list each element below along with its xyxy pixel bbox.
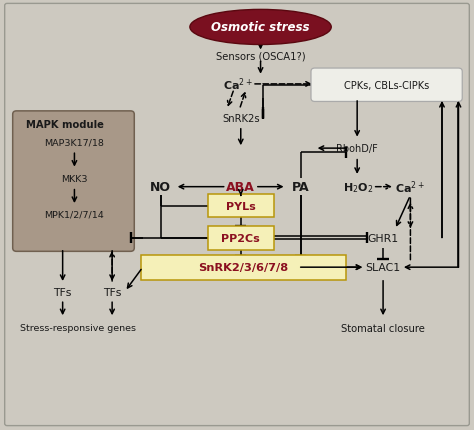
Text: SnRK2/3/6/7/8: SnRK2/3/6/7/8 (199, 263, 289, 273)
Ellipse shape (190, 10, 331, 46)
FancyBboxPatch shape (311, 69, 462, 102)
Text: RbohD/F: RbohD/F (336, 144, 378, 154)
Text: Osmotic stress: Osmotic stress (211, 22, 310, 34)
Text: Stomatal closure: Stomatal closure (341, 323, 425, 333)
Text: PA: PA (292, 181, 310, 194)
Text: TFs: TFs (103, 287, 121, 297)
Text: ABA: ABA (227, 181, 255, 194)
Text: Sensors (OSCA1?): Sensors (OSCA1?) (216, 51, 305, 61)
Text: SnRK2s: SnRK2s (222, 114, 260, 124)
Text: SLAC1: SLAC1 (365, 263, 401, 273)
FancyBboxPatch shape (208, 226, 274, 250)
Text: Ca$^{2+}$: Ca$^{2+}$ (395, 179, 425, 196)
Text: MKK3: MKK3 (61, 174, 88, 183)
Text: MPK1/2/7/14: MPK1/2/7/14 (45, 211, 104, 219)
FancyBboxPatch shape (5, 4, 469, 426)
Text: MAP3K17/18: MAP3K17/18 (45, 138, 104, 147)
Text: PP2Cs: PP2Cs (221, 233, 260, 243)
Text: Ca$^{2+}$: Ca$^{2+}$ (223, 77, 253, 93)
Text: TFs: TFs (54, 287, 72, 297)
FancyBboxPatch shape (141, 255, 346, 280)
Text: NO: NO (150, 181, 171, 194)
Text: MAPK module: MAPK module (26, 120, 104, 129)
Text: GHR1: GHR1 (367, 233, 399, 243)
Text: H$_2$O$_2$: H$_2$O$_2$ (343, 180, 374, 194)
Text: Stress-responsive genes: Stress-responsive genes (20, 324, 136, 333)
FancyBboxPatch shape (13, 112, 134, 252)
Text: PYLs: PYLs (226, 201, 255, 211)
FancyBboxPatch shape (208, 194, 274, 218)
Text: CPKs, CBLs-CIPKs: CPKs, CBLs-CIPKs (344, 80, 429, 91)
